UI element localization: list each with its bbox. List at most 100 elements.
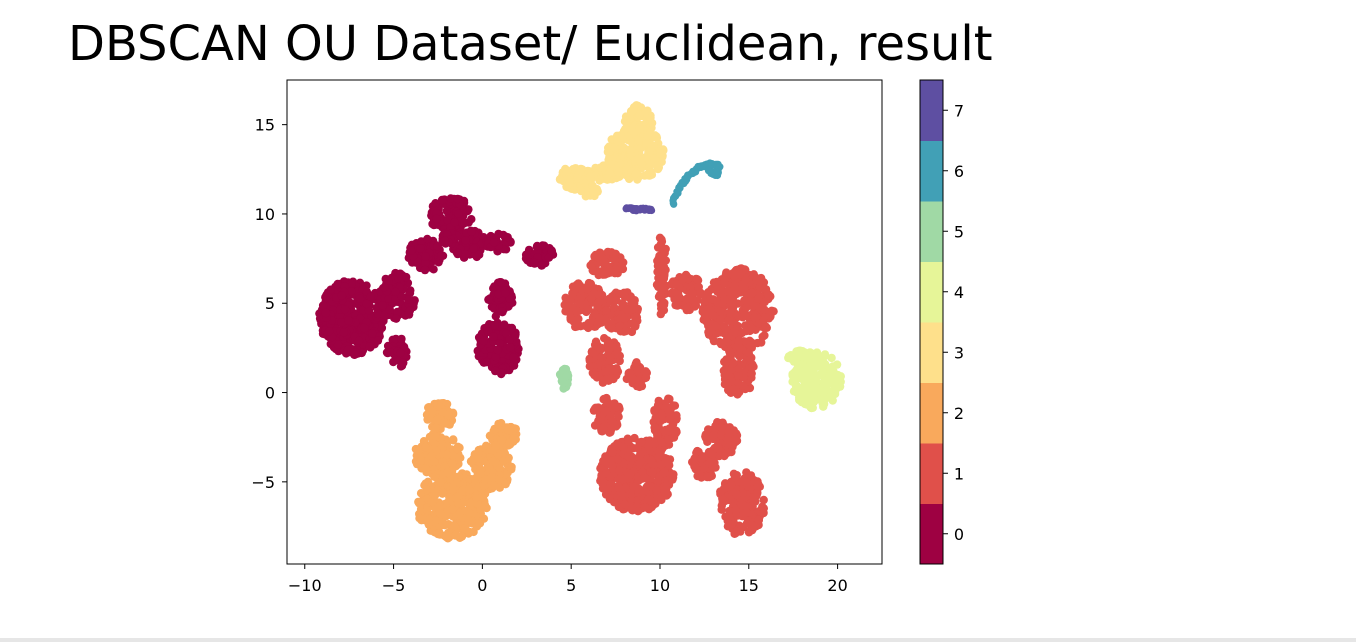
scatter-point <box>744 528 754 537</box>
scatter-point <box>544 253 554 262</box>
scatter-point <box>488 457 498 466</box>
scatter-point <box>431 423 440 432</box>
bottom-divider <box>0 638 1356 642</box>
scatter-point <box>586 172 595 181</box>
scatter-point <box>537 261 547 270</box>
scatter-point <box>407 246 416 255</box>
scatter-point <box>465 527 474 537</box>
scatter-point <box>604 346 613 356</box>
scatter-point <box>397 292 406 301</box>
scatter-point <box>716 487 725 496</box>
scatter-point <box>652 485 661 495</box>
scatter-point <box>474 445 483 455</box>
scatter-point <box>373 309 383 319</box>
scatter-point <box>421 258 430 268</box>
scatter-point <box>664 435 673 444</box>
scatter-point <box>437 195 447 205</box>
cluster-0 <box>315 194 558 379</box>
scatter-point <box>436 478 445 487</box>
scatter-point <box>424 403 434 412</box>
scatter-point <box>703 288 712 298</box>
scatter-point <box>340 305 350 314</box>
scatter-point <box>326 285 335 294</box>
scatter-point <box>655 233 665 242</box>
scatter-point <box>450 218 459 227</box>
scatter-point <box>713 298 723 307</box>
scatter-point <box>324 327 334 336</box>
scatter-point <box>464 515 473 525</box>
scatter-point <box>431 432 440 441</box>
scatter-point <box>687 288 697 298</box>
scatter-point <box>622 305 632 314</box>
scatter-point <box>792 347 801 356</box>
scatter-point <box>559 378 568 387</box>
scatter-point <box>359 323 369 333</box>
scatter-point <box>524 249 533 258</box>
scatter-point <box>467 227 476 236</box>
scatter-point <box>722 355 731 364</box>
scatter-point <box>628 454 637 463</box>
scatter-point <box>614 483 624 493</box>
scatter-point <box>660 468 669 477</box>
scatter-point <box>648 467 657 477</box>
y-tick-label: 10 <box>255 205 275 224</box>
scatter-point <box>365 342 374 351</box>
scatter-point <box>729 281 739 291</box>
cluster-6 <box>669 159 724 208</box>
colorbar-swatch <box>920 382 943 444</box>
scatter-point <box>602 375 611 385</box>
scatter-point <box>746 471 756 480</box>
scatter-point <box>380 283 389 292</box>
scatter-point <box>347 287 356 296</box>
scatter-point <box>610 399 619 408</box>
colorbar-swatch <box>920 443 943 504</box>
scatter-point <box>634 484 644 494</box>
scatter-point <box>661 484 670 494</box>
scatter-point <box>711 321 720 331</box>
scatter-point <box>747 363 756 372</box>
colorbar-swatch <box>920 80 943 141</box>
scatter-point <box>832 360 842 369</box>
scatter-point <box>641 373 651 382</box>
scatter-point <box>489 238 499 247</box>
scatter-point <box>673 301 682 310</box>
scatter-point <box>656 149 665 158</box>
scatter-point <box>796 390 805 399</box>
cluster-7 <box>622 204 656 215</box>
scatter-point <box>601 367 611 376</box>
scatter-point <box>452 444 462 454</box>
scatter-point <box>384 294 394 303</box>
scatter-point <box>366 292 376 301</box>
scatter-point <box>670 294 679 304</box>
scatter-point <box>633 507 643 516</box>
scatter-point <box>602 468 611 478</box>
scatter-point <box>483 327 493 336</box>
scatter-point <box>495 464 505 473</box>
scatter-point <box>442 450 451 459</box>
scatter-point <box>653 161 662 170</box>
scatter-point <box>405 306 415 315</box>
scatter-point <box>724 512 734 522</box>
scatter-point <box>747 288 757 298</box>
scatter-point <box>591 337 601 346</box>
y-tick-label: 5 <box>265 294 275 313</box>
scatter-point <box>656 243 665 252</box>
colorbar-tick-label: 0 <box>954 525 964 544</box>
scatter-point <box>594 298 603 307</box>
colorbar-swatch <box>920 140 943 202</box>
scatter-point <box>742 508 751 517</box>
scatter-point <box>653 401 663 410</box>
scatter-point <box>733 321 743 331</box>
scatter-point <box>432 446 441 456</box>
colorbar-swatch <box>920 201 943 262</box>
scatter-point <box>460 218 469 227</box>
scatter-point <box>620 500 629 509</box>
scatter-point <box>589 186 599 196</box>
scatter-points <box>315 101 845 543</box>
scatter-point <box>721 324 731 333</box>
scatter-point <box>729 385 738 394</box>
scatter-point <box>474 454 483 463</box>
scatter-point <box>503 233 512 242</box>
scatter-point <box>561 307 570 316</box>
scatter-point <box>621 124 630 134</box>
